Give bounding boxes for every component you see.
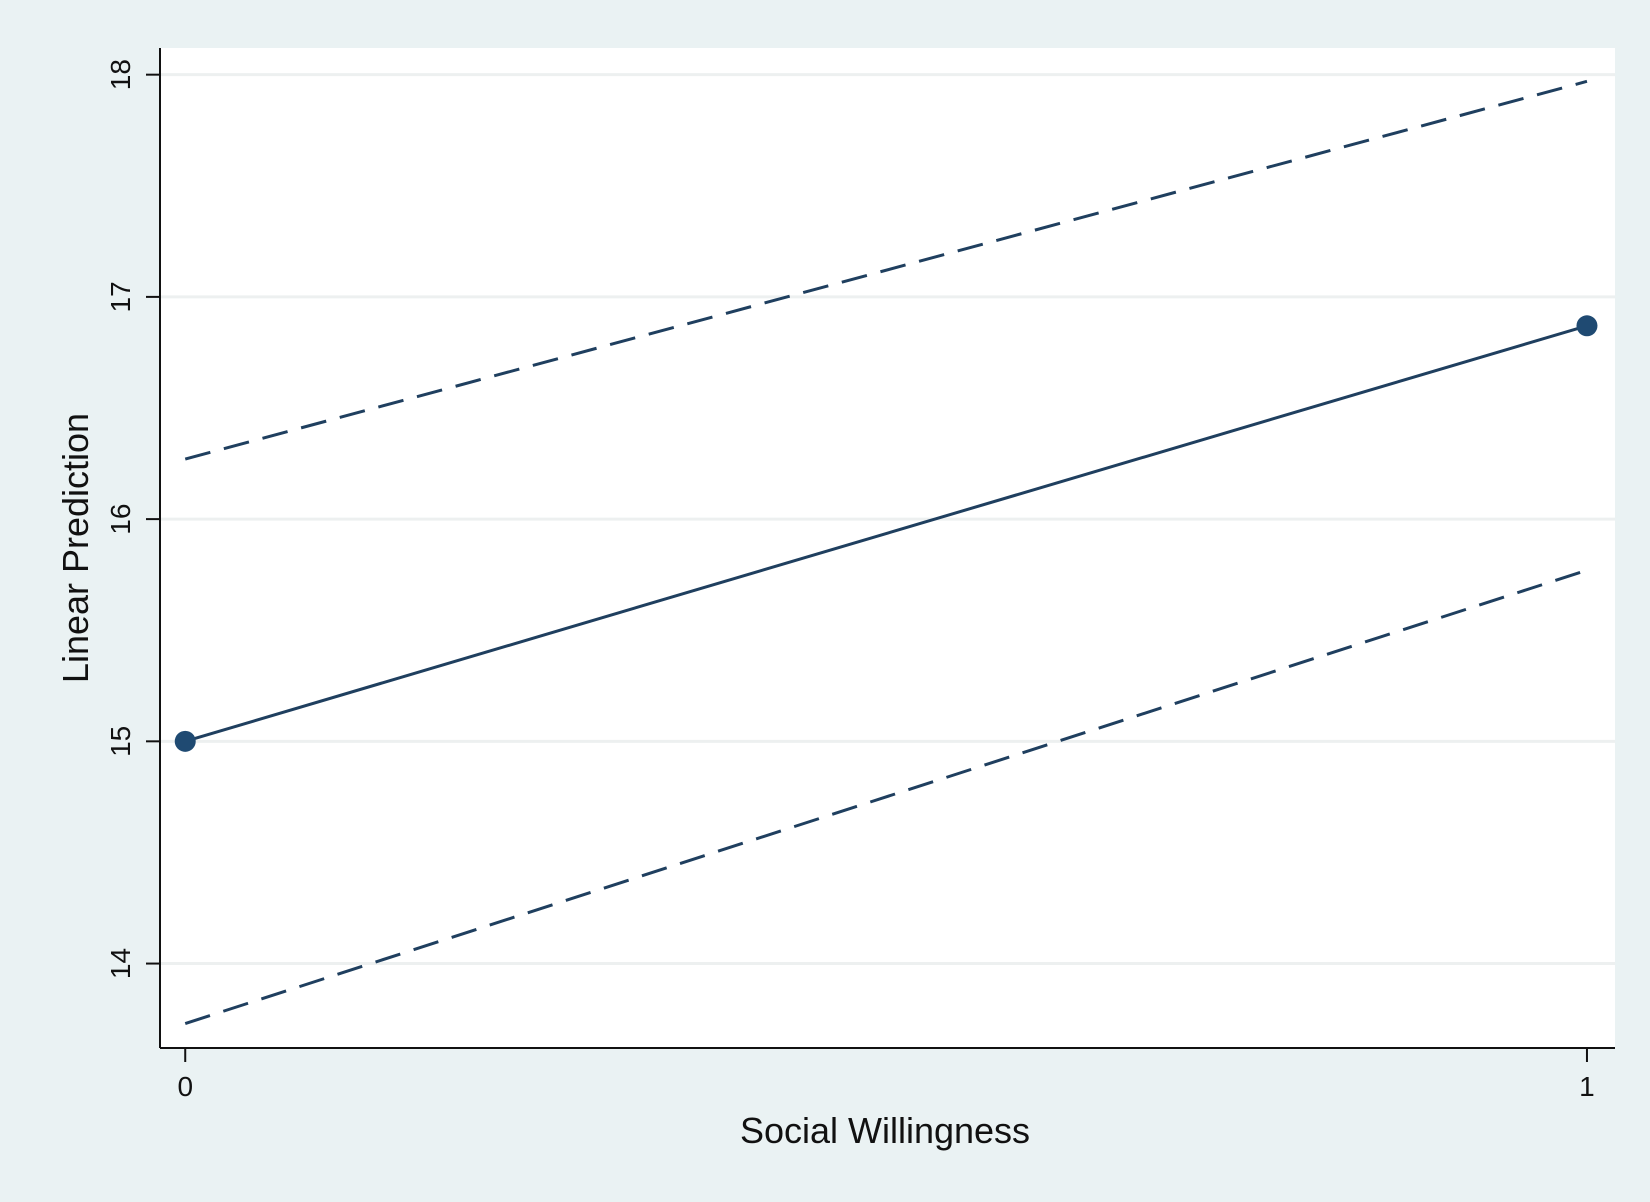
plot-area <box>160 48 1615 1048</box>
prediction-point-0 <box>174 730 196 752</box>
y-tick-label-18: 18 <box>105 59 136 90</box>
prediction-line <box>184 324 1588 743</box>
upper-ci-line <box>184 79 1588 461</box>
y-tick-label-14: 14 <box>105 948 136 979</box>
x-tick-label-0: 0 <box>177 1071 193 1102</box>
y-tick-label-15: 15 <box>105 726 136 757</box>
series-layer <box>174 79 1598 1025</box>
ticks-layer: 14 15 16 17 18 0 1 <box>105 59 1595 1102</box>
grid-layer <box>161 73 1615 966</box>
x-axis-title: Social Willingness <box>740 1110 1030 1151</box>
x-tick-label-1: 1 <box>1579 1071 1595 1102</box>
y-tick-label-16: 16 <box>105 504 136 535</box>
prediction-point-1 <box>1576 315 1598 337</box>
y-axis-title: Linear Prediction <box>55 413 96 683</box>
y-tick-label-17: 17 <box>105 281 136 312</box>
axes-layer <box>159 48 1615 1049</box>
lower-ci-line <box>184 568 1588 1025</box>
